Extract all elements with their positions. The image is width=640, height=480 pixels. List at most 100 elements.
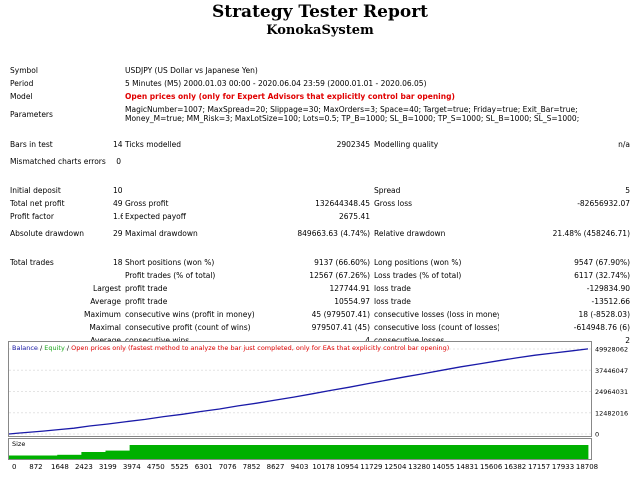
avg-profit-value: 10554.97 [334,297,370,306]
x-tick-label: 8627 [266,463,285,471]
largest-loss-label: loss trade [374,284,411,293]
period-value: 5 Minutes (M5) 2000.01.03 00:00 - 2020.0… [125,79,427,88]
legend-equity: Equity [44,344,65,352]
model-label: Model [10,92,33,101]
size-bar [274,445,299,459]
abs-drawdown-label: Absolute drawdown [10,228,84,238]
size-bar [226,445,251,459]
report-subtitle: KonokaSystem [266,23,374,38]
total-trades-label: Total trades [10,258,54,267]
size-bar [515,445,541,459]
max-cons-wins-label: consecutive wins (profit in money) [125,310,255,319]
largest-profit-label: profit trade [125,284,168,293]
avg-loss-label: loss trade [374,297,411,306]
x-tick-label: 9403 [290,463,309,471]
spread-label: Spread [374,186,401,195]
x-tick-label: 11729 [360,463,383,471]
size-bar [443,445,468,459]
y-tick-label: 49928062 [595,346,628,354]
short-value: 9137 (66.60%) [314,258,370,267]
size-bar [177,445,203,459]
deposit-label: Initial deposit [10,186,61,195]
size-bar [491,445,517,459]
plot-frame [8,341,592,437]
x-tick-label: 3199 [98,463,117,471]
average2-label: Average [90,336,121,345]
size-bar [250,445,275,459]
legend-balance: Balance [12,344,38,352]
profit-trades-value: 12567 (67.26%) [309,271,370,280]
size-bar [539,445,565,459]
x-tick-label: 872 [29,463,43,471]
x-tick-label: 7852 [242,463,261,471]
size-bar [57,454,82,459]
max-drawdown-label: Maximal drawdown [125,228,198,238]
size-bars [9,445,589,459]
balance-chart: 49928062 37446047 24964031 12482016 0 Balanc… [8,341,628,438]
y-axis: 49928062 37446047 24964031 12482016 0 [595,346,628,438]
x-tick-label: 1648 [50,463,69,471]
x-tick-label: 7076 [218,463,237,471]
x-tick-label: 12504 [384,463,407,471]
legend-note: Open prices only (fastest method to anal… [71,344,449,352]
avg-cons-wins-label: consecutive wins [125,336,190,345]
x-tick-label: 17933 [551,463,575,471]
chart-legend: Balance / Equity / Open prices only (fas… [12,344,449,352]
spread-value: 5 [625,186,631,195]
mismatch-value: 0 [116,156,121,166]
avg-cons-losses-label: consecutive losses [374,336,445,345]
x-tick-label: 2423 [74,463,93,471]
symbol-label: Symbol [10,66,38,75]
short-label: Short positions (won %) [125,258,215,267]
payoff-value: 2675.41 [338,212,370,221]
size-bar [153,445,179,459]
size-bar [346,445,372,459]
gross-profit-value: 132644348.45 [315,199,370,208]
ticks-label: Ticks modelled [125,140,182,149]
max-drawdown-value: 849663.63 (4.74%) [297,228,370,238]
maximal-label: Maximal [89,323,121,332]
x-tick-label: 0 [12,463,17,471]
symbol-value: USDJPY (US Dollar vs Japanese Yen) [125,66,258,75]
loss-trades-value: 6117 (32.74%) [574,271,631,280]
maximum-label: Maximum [84,310,121,319]
period-label: Period [10,79,34,88]
x-axis: 0 872 1648 2423 3199 3974 4750 5525 6301 7076 7852… [8,459,632,473]
size-bar [33,455,58,459]
rel-drawdown-label: Relative drawdown [374,228,446,238]
max-cons-wins-value: 45 (979507.41) [311,310,370,319]
long-value: 9547 (67.90%) [574,258,631,267]
x-tick-label: 13280 [408,463,431,471]
parameters-label: Parameters [10,109,53,119]
x-tick-label: 4750 [146,463,165,471]
size-bar [563,445,589,459]
max-cons-losses-value: 18 (-8528.03) [578,310,631,319]
avg-profit-label: profit trade [125,297,168,306]
net-profit-value: 49987416.36 [113,199,123,208]
x-tick-label: 15606 [480,463,503,471]
size-bar [9,455,34,459]
avg-cons-wins-value: 4 [365,336,370,345]
x-tick-label: 18708 [575,463,599,471]
parameters-value: MagicNumber=1007; MaxSpread=20; Slippage… [125,105,580,123]
size-bar [129,445,155,459]
x-tick-label: 6301 [194,463,213,471]
maximal-cons-loss-label: consecutive loss (count of losses) [374,323,499,332]
profit-factor-value: 1.60 [113,212,123,221]
bars-label: Bars in test [10,140,53,149]
legend-sep2: / [65,344,71,352]
size-panel: Size [8,438,592,460]
size-bar [81,452,106,459]
legend-sep1: / [38,344,44,352]
max-cons-losses-label: consecutive losses (loss in money) [374,310,499,319]
avg-cons-losses-value: 2 [625,336,631,345]
largest-label: Largest [93,284,121,293]
size-bar [202,445,227,459]
ticks-value: 2902345 [336,140,370,149]
grid [9,348,591,435]
quality-label: Modelling quality [374,140,439,149]
gross-loss-label: Gross loss [374,199,413,208]
y-tick-label: 12482016 [595,409,628,417]
x-tick-label: 10178 [312,463,335,471]
maximal-cons-profit-value: 979507.41 (45) [311,323,370,332]
